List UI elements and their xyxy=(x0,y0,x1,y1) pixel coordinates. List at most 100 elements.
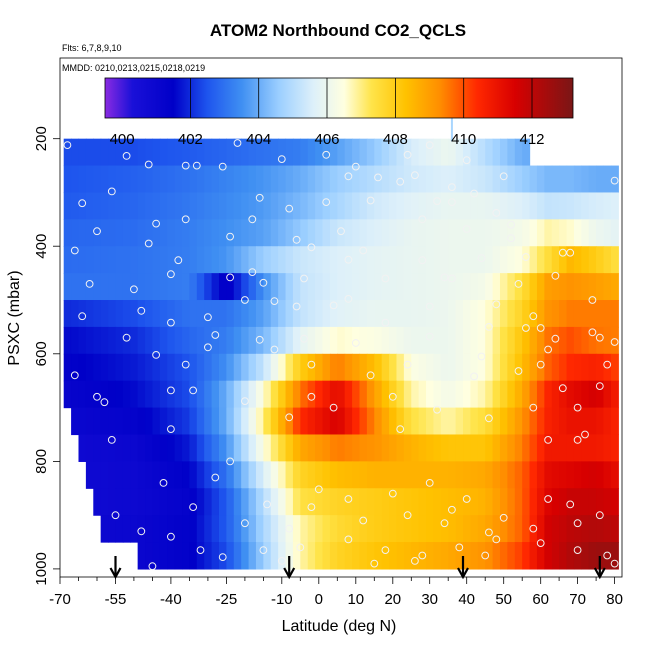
heatmap-cell xyxy=(492,326,501,355)
heatmap-cell xyxy=(536,542,545,570)
heatmap-cell xyxy=(71,353,80,382)
heatmap-cell xyxy=(85,380,94,409)
heatmap-cell xyxy=(329,300,338,328)
heatmap-cell xyxy=(492,434,501,462)
heatmap-cell xyxy=(71,407,80,436)
heatmap-cell xyxy=(211,461,220,489)
heatmap-cell xyxy=(588,165,597,194)
heatmap-cell xyxy=(211,326,220,355)
heatmap-cell xyxy=(152,192,161,220)
heatmap-cell xyxy=(433,246,442,274)
heatmap-cell xyxy=(255,138,264,167)
heatmap-cell xyxy=(411,434,420,462)
observation-point xyxy=(307,243,316,252)
heatmap-cell xyxy=(292,219,301,247)
observation-point xyxy=(181,215,190,224)
heatmap-cell xyxy=(544,515,553,543)
heatmap-cell xyxy=(499,300,508,328)
heatmap-cell xyxy=(315,326,324,355)
heatmap-cell xyxy=(566,326,575,355)
observation-point xyxy=(536,324,545,332)
heatmap-cell xyxy=(152,165,161,194)
heatmap-cell xyxy=(477,192,486,220)
heatmap-cell xyxy=(470,542,479,570)
heatmap-cell xyxy=(566,246,575,274)
heatmap-cell xyxy=(559,542,568,570)
heatmap-cell xyxy=(255,542,264,570)
heatmap-cell xyxy=(470,138,479,167)
heatmap-cell xyxy=(159,353,168,382)
heatmap-cell xyxy=(381,542,390,570)
heatmap-cell xyxy=(152,488,161,516)
heatmap-cell xyxy=(248,300,257,328)
heatmap-cell xyxy=(211,434,220,462)
observation-point xyxy=(603,360,612,369)
heatmap-cell xyxy=(322,380,331,409)
heatmap-cell xyxy=(218,138,227,167)
heatmap-cell xyxy=(71,192,80,220)
heatmap-cell xyxy=(174,138,183,167)
heatmap-cell xyxy=(329,380,338,409)
heatmap-cell xyxy=(218,192,227,220)
heatmap-cell xyxy=(352,407,361,436)
heatmap-cell xyxy=(270,488,279,516)
heatmap-cell xyxy=(470,300,479,328)
heatmap-cell xyxy=(440,515,449,543)
heatmap-cell xyxy=(492,515,501,543)
observation-point xyxy=(78,199,87,208)
heatmap-cell xyxy=(233,219,242,247)
heatmap-cell xyxy=(285,461,294,489)
heatmap-cell xyxy=(137,461,146,489)
heatmap-cell xyxy=(440,353,449,382)
observation-point xyxy=(255,193,264,202)
heatmap-cell xyxy=(196,461,205,489)
heatmap-cell xyxy=(352,380,361,409)
observation-point xyxy=(595,382,604,391)
observation-point xyxy=(85,280,94,288)
heatmap-cell xyxy=(507,326,516,355)
heatmap-cell xyxy=(396,542,405,570)
heatmap-cell xyxy=(137,246,146,274)
heatmap-cell xyxy=(241,542,250,570)
heatmap-cell xyxy=(426,380,435,409)
heatmap-cell xyxy=(470,246,479,274)
heatmap-cell xyxy=(418,300,427,328)
observation-point xyxy=(292,302,301,311)
heatmap-cell xyxy=(278,380,287,409)
heatmap-cell xyxy=(218,434,227,462)
heatmap-cell xyxy=(189,192,198,220)
heatmap-cell xyxy=(522,353,531,382)
heatmap-cell xyxy=(167,353,176,382)
heatmap-cell xyxy=(389,165,398,194)
heatmap-cell xyxy=(448,219,457,247)
heatmap-cell xyxy=(204,273,213,301)
heatmap-cell xyxy=(189,407,198,436)
heatmap-cell xyxy=(270,246,279,274)
observation-point xyxy=(285,204,294,213)
heatmap-cell xyxy=(322,542,331,570)
heatmap-cell xyxy=(566,434,575,462)
heatmap-cell xyxy=(463,407,471,436)
heatmap-cell xyxy=(403,407,412,436)
heatmap-cell xyxy=(233,246,242,274)
heatmap-cell xyxy=(218,515,227,543)
colorbar-tick-label: 410 xyxy=(451,131,476,148)
heatmap-cell xyxy=(551,380,560,409)
heatmap-cell xyxy=(189,434,198,462)
heatmap-cell xyxy=(211,515,220,543)
heatmap-cell xyxy=(610,515,619,543)
x-axis: -70 -55 -40 -25 -10 0 10 20 30 40 50 60 70 80 xyxy=(49,577,623,608)
heatmap-cell xyxy=(204,515,213,543)
heatmap-cell xyxy=(263,138,272,167)
heatmap-cell xyxy=(359,138,368,167)
heatmap-cell xyxy=(440,434,449,462)
heatmap-cell xyxy=(344,326,353,355)
observation-point xyxy=(477,254,486,263)
heatmap-cell xyxy=(130,219,139,247)
heatmap-cell xyxy=(485,273,494,301)
heatmap-cell xyxy=(255,219,264,247)
heatmap-cell xyxy=(389,138,398,167)
heatmap-cell xyxy=(93,488,102,516)
heatmap-cell xyxy=(300,461,309,489)
heatmap-cell xyxy=(137,542,146,570)
